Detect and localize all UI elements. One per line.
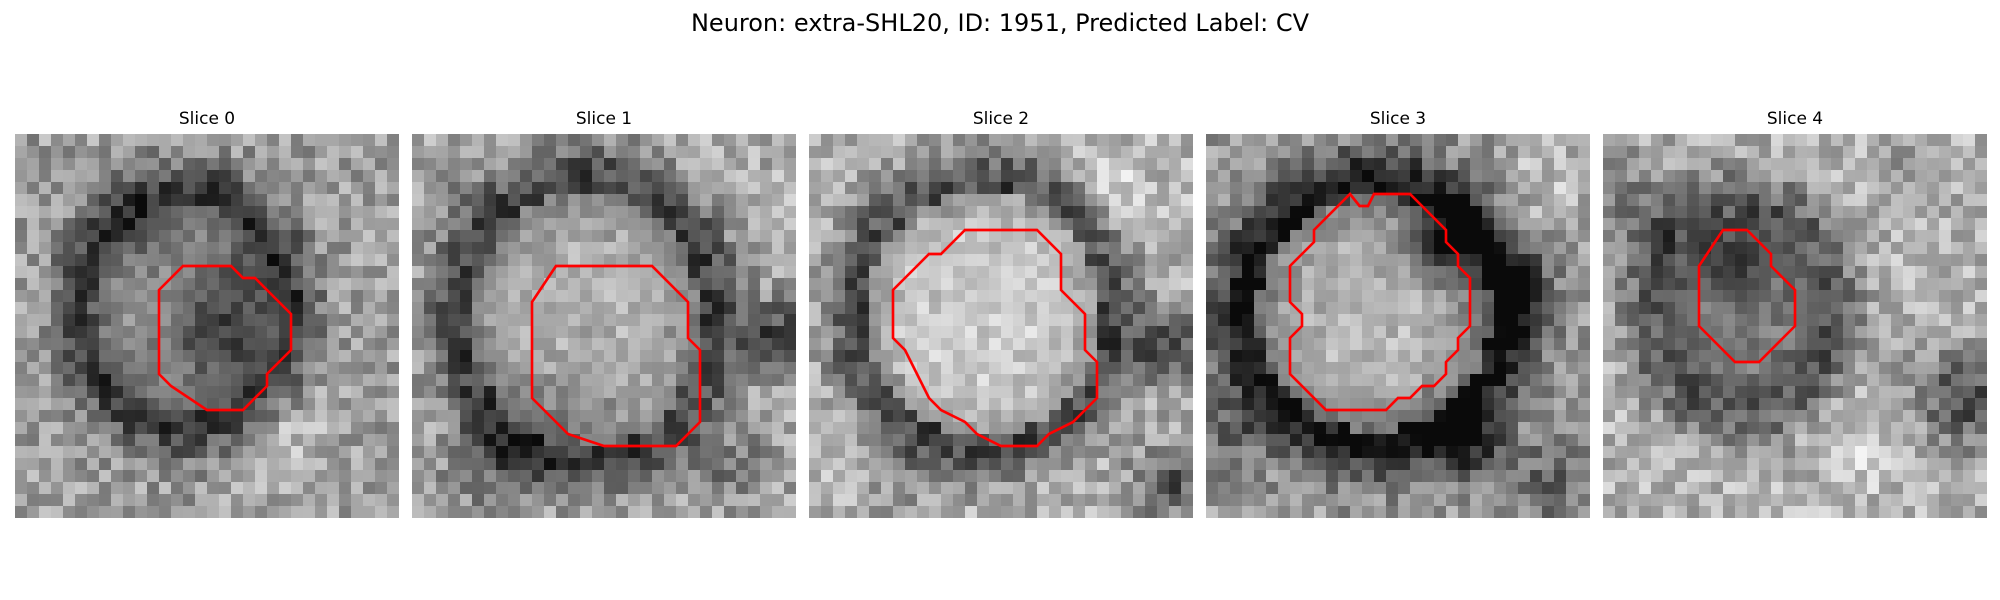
slice-title: Slice 4: [1766, 109, 1824, 129]
segmentation-contour: [891, 228, 1099, 448]
slice-title: Slice 1: [575, 109, 633, 129]
slice-image: [1603, 134, 1987, 518]
slice-title: Slice 0: [178, 109, 236, 129]
slice-image: [412, 134, 796, 518]
segmentation-contour: [157, 264, 293, 412]
slice-title: Slice 3: [1369, 109, 1427, 129]
slice-image: [809, 134, 1193, 518]
slice-image: [15, 134, 399, 518]
segmentation-contour: [530, 264, 702, 448]
slice-image: [1206, 134, 1590, 518]
segmentation-contour: [1697, 228, 1797, 364]
slice-title: Slice 2: [972, 109, 1030, 129]
figure-title: Neuron: extra-SHL20, ID: 1951, Predicted…: [690, 9, 1310, 37]
segmentation-contour: [1288, 192, 1472, 412]
